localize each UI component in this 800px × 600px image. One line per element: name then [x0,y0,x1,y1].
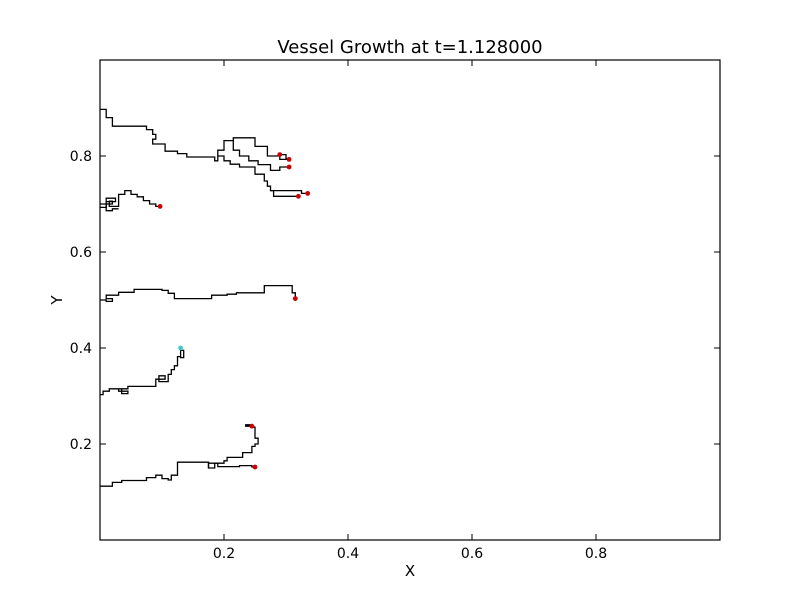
x-tick-label: 0.8 [585,546,607,562]
vessel-segment-1 [100,108,308,195]
x-axis-label: X [405,562,415,580]
y-tick-label: 0.4 [70,341,92,357]
vessel-tips [157,152,311,470]
y-tick-label: 0.6 [70,245,92,261]
vessel-segment-11 [207,462,255,468]
vessel-tip-marker-9 [249,423,255,429]
vessel-tip-marker-3 [286,164,292,170]
vessel-tip-marker-8 [178,345,184,351]
chart-title: Vessel Growth at t=1.128000 [277,37,542,58]
vessel-tip-marker-5 [296,193,301,199]
vessel-tip-marker-4 [277,152,283,158]
x-tick-label: 0.2 [213,546,235,562]
x-tick-label: 0.4 [337,546,359,562]
vessel-segment-9 [100,348,185,396]
vessel-tip-marker-6 [157,204,163,209]
vessel-tip-marker-1 [305,191,311,196]
vessel-segment-7 [100,197,119,212]
vessel-segment-3 [232,140,290,172]
y-tick-label: 0.8 [70,149,92,165]
x-tick-label: 0.6 [461,546,483,562]
y-axis: 0.2 0.4 0.6 0.8 [70,149,720,453]
vessel-tip-marker-7 [292,296,298,301]
vessel-segment-10 [100,424,259,487]
vessel-segment-5 [270,189,299,197]
y-tick-label: 0.2 [70,437,92,453]
plot-area [99,59,721,541]
y-axis-label: Y [48,295,66,306]
vessel-tip-marker-10 [252,464,258,470]
vessel-tip-marker-2 [286,157,292,162]
x-axis: 0.2 0.4 0.6 0.8 [213,60,607,562]
vessel-segment-8 [100,284,296,303]
vessel-segment-6 [100,189,161,209]
